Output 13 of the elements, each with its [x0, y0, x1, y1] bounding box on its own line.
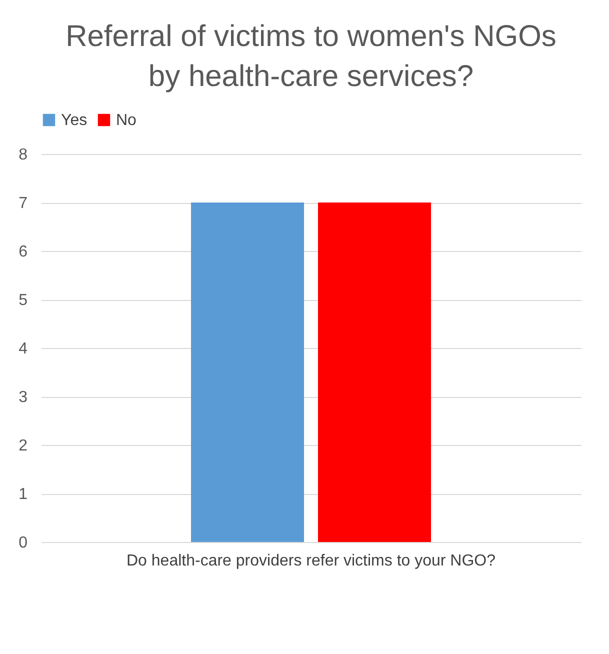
y-tick-label: 7 — [18, 195, 28, 212]
x-tick-label: Do health-care providers refer victims to your NGO? — [126, 552, 496, 570]
y-tick-label: 2 — [18, 438, 28, 454]
y-tick-label: 5 — [18, 292, 28, 309]
y-tick-label: 6 — [18, 244, 28, 260]
y-tick-label: 0 — [18, 534, 28, 552]
chart-title: Referral of victims to women's NGOs by health-care services? — [66, 20, 556, 93]
legend-label: No — [116, 112, 137, 129]
y-tick-label: 1 — [18, 486, 28, 503]
y-tick-label: 8 — [18, 146, 28, 164]
legend-label: Yes — [61, 112, 88, 129]
y-tick-label: 4 — [18, 340, 28, 358]
y-tick-label: 3 — [18, 389, 28, 406]
